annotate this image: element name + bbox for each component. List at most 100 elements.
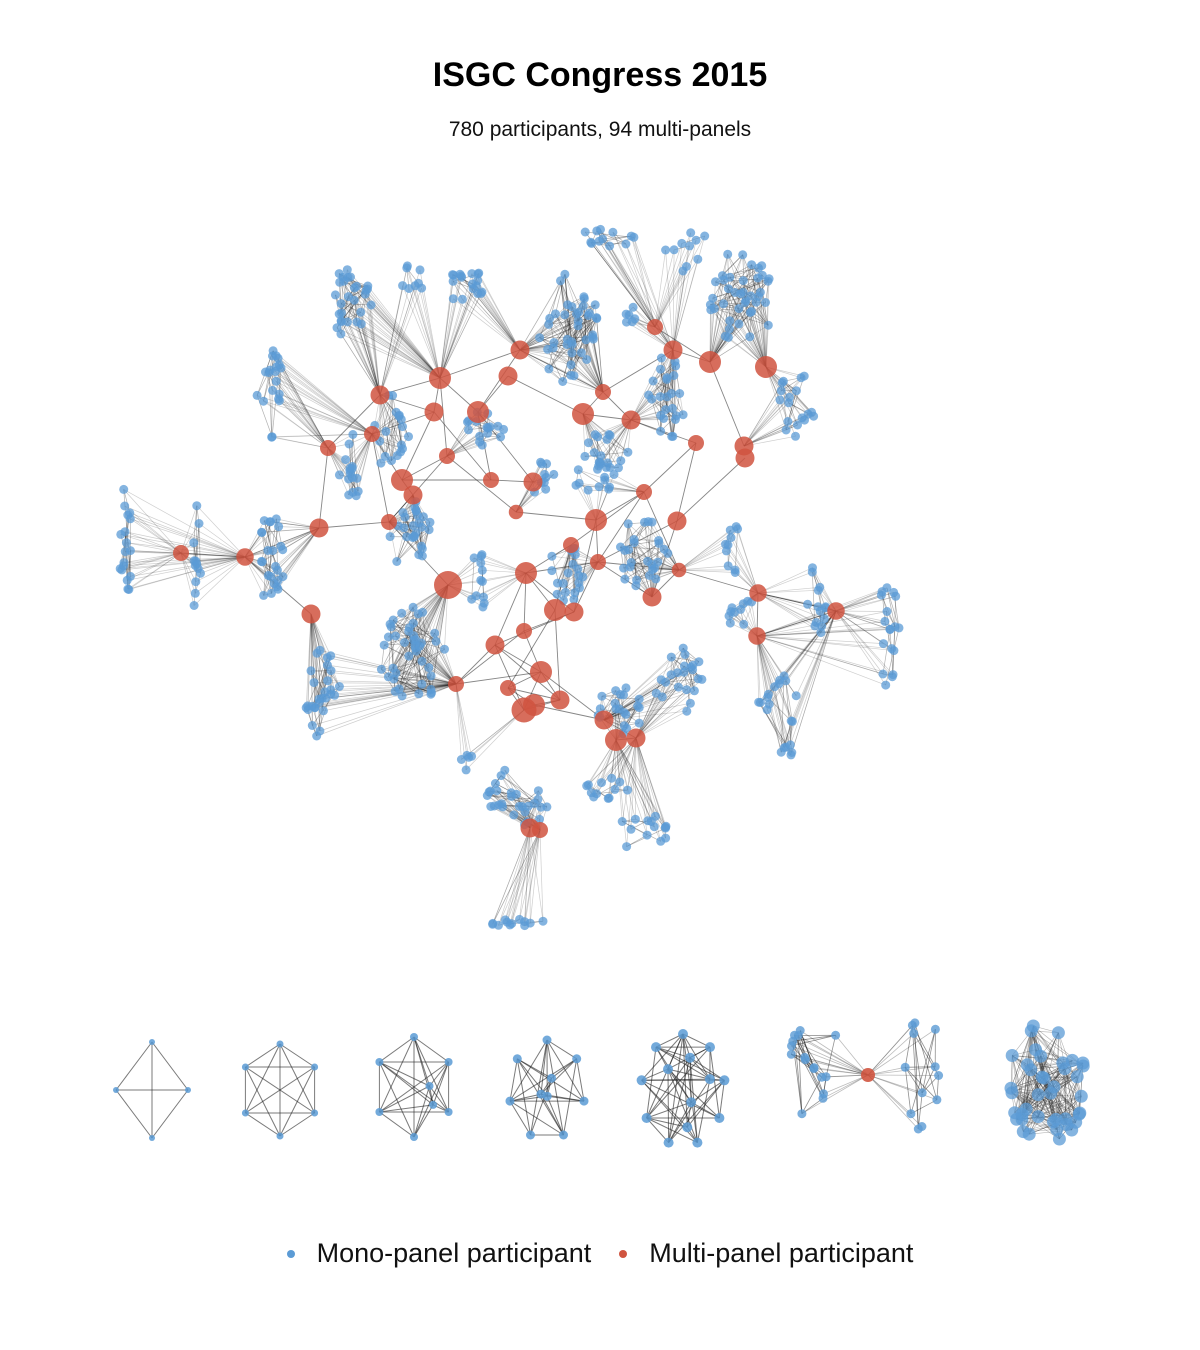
edge bbox=[1035, 1049, 1039, 1117]
multi-panel-node bbox=[467, 401, 489, 423]
mono-panel-node bbox=[587, 238, 597, 248]
edge bbox=[646, 1047, 657, 1119]
edge bbox=[540, 671, 605, 721]
edge bbox=[654, 235, 706, 328]
mono-panel-node bbox=[723, 249, 733, 259]
edge bbox=[630, 235, 674, 351]
mono-panel-node bbox=[654, 536, 664, 545]
mono-panel-node bbox=[808, 563, 817, 573]
edge bbox=[590, 242, 656, 328]
edge bbox=[751, 264, 766, 303]
edge bbox=[612, 232, 674, 351]
mono-panel-node bbox=[360, 289, 370, 299]
edge bbox=[546, 1039, 564, 1136]
edge bbox=[783, 381, 812, 413]
mono-panel-node bbox=[693, 254, 703, 264]
edge bbox=[361, 323, 441, 379]
mono-panel-node bbox=[781, 425, 791, 435]
edge bbox=[310, 670, 457, 685]
edge bbox=[413, 1104, 434, 1138]
edge bbox=[756, 635, 775, 687]
edge bbox=[596, 317, 604, 393]
mono-panel-node bbox=[645, 571, 654, 580]
mono-panel-node bbox=[448, 276, 458, 286]
edge bbox=[867, 1025, 913, 1076]
multi-panel-node bbox=[530, 661, 552, 683]
edge bbox=[765, 366, 814, 417]
mono-panel-node bbox=[334, 470, 344, 480]
edge bbox=[667, 1069, 670, 1143]
mono-panel-node bbox=[268, 385, 277, 395]
edge bbox=[395, 672, 457, 685]
mono-panel-node bbox=[648, 376, 658, 386]
edge bbox=[1064, 1068, 1066, 1119]
mono-panel-node bbox=[641, 1113, 652, 1123]
mono-panel-node bbox=[796, 373, 806, 383]
mono-panel-node bbox=[486, 802, 496, 811]
edge bbox=[1011, 1032, 1059, 1093]
edge bbox=[324, 683, 457, 693]
mono-panel-node bbox=[424, 525, 434, 535]
edge bbox=[757, 592, 822, 627]
edge bbox=[621, 737, 637, 822]
mono-panel-node bbox=[506, 788, 516, 798]
edge bbox=[654, 270, 684, 328]
mono-panel-node bbox=[878, 639, 888, 649]
mono-panel-node bbox=[576, 348, 586, 358]
edge bbox=[635, 737, 652, 822]
mono-panel-node bbox=[776, 386, 786, 396]
edge bbox=[393, 667, 457, 685]
mono-panel-node bbox=[125, 571, 135, 581]
mono-panel-node bbox=[386, 622, 396, 632]
edge bbox=[129, 512, 246, 558]
edge bbox=[654, 232, 692, 328]
multi-panel-node bbox=[511, 697, 537, 723]
edge bbox=[592, 334, 604, 393]
edge bbox=[278, 364, 329, 449]
mono-panel-node bbox=[415, 265, 425, 275]
mono-panel-node bbox=[342, 265, 352, 275]
mono-panel-node bbox=[456, 755, 466, 764]
mono-panel-node bbox=[149, 1039, 155, 1045]
mono-panel-node bbox=[880, 616, 890, 626]
edge bbox=[867, 1022, 916, 1076]
edge bbox=[904, 1067, 912, 1114]
edge bbox=[263, 400, 329, 449]
edge bbox=[379, 1111, 415, 1138]
edge bbox=[892, 596, 897, 675]
edge bbox=[123, 556, 246, 567]
mono-panel-node bbox=[663, 1064, 673, 1075]
edge bbox=[379, 1061, 434, 1106]
edge bbox=[813, 1068, 869, 1076]
edge bbox=[867, 1033, 914, 1076]
mono-panel-node bbox=[721, 539, 730, 549]
multi-panel-node bbox=[735, 448, 755, 468]
multi-panel-node bbox=[585, 509, 607, 531]
mono-panel-node bbox=[334, 682, 344, 691]
mono-panel-node bbox=[691, 235, 701, 245]
edge bbox=[414, 644, 457, 685]
mono-panel-node bbox=[909, 1028, 919, 1038]
edge bbox=[624, 553, 669, 580]
mono-panel-node bbox=[597, 691, 607, 701]
edge bbox=[519, 318, 597, 351]
edge bbox=[596, 318, 604, 393]
mono-panel-node bbox=[312, 731, 322, 741]
mono-panel-node bbox=[509, 810, 519, 820]
legend-label-mono: Mono-panel participant bbox=[316, 1238, 592, 1268]
edge bbox=[272, 355, 373, 435]
edge bbox=[549, 318, 604, 393]
edge bbox=[660, 369, 673, 437]
mono-panel-node bbox=[430, 628, 440, 638]
edge bbox=[729, 276, 769, 282]
mono-panel-node bbox=[934, 1071, 944, 1080]
edge bbox=[529, 829, 541, 924]
edge bbox=[318, 447, 329, 529]
edge bbox=[756, 627, 900, 637]
mono-panel-node bbox=[632, 575, 642, 585]
mono-panel-node bbox=[831, 1030, 841, 1040]
edge bbox=[245, 1066, 315, 1114]
mono-panel-node bbox=[440, 644, 449, 654]
edge bbox=[586, 737, 637, 787]
mono-panel-node bbox=[673, 682, 683, 692]
